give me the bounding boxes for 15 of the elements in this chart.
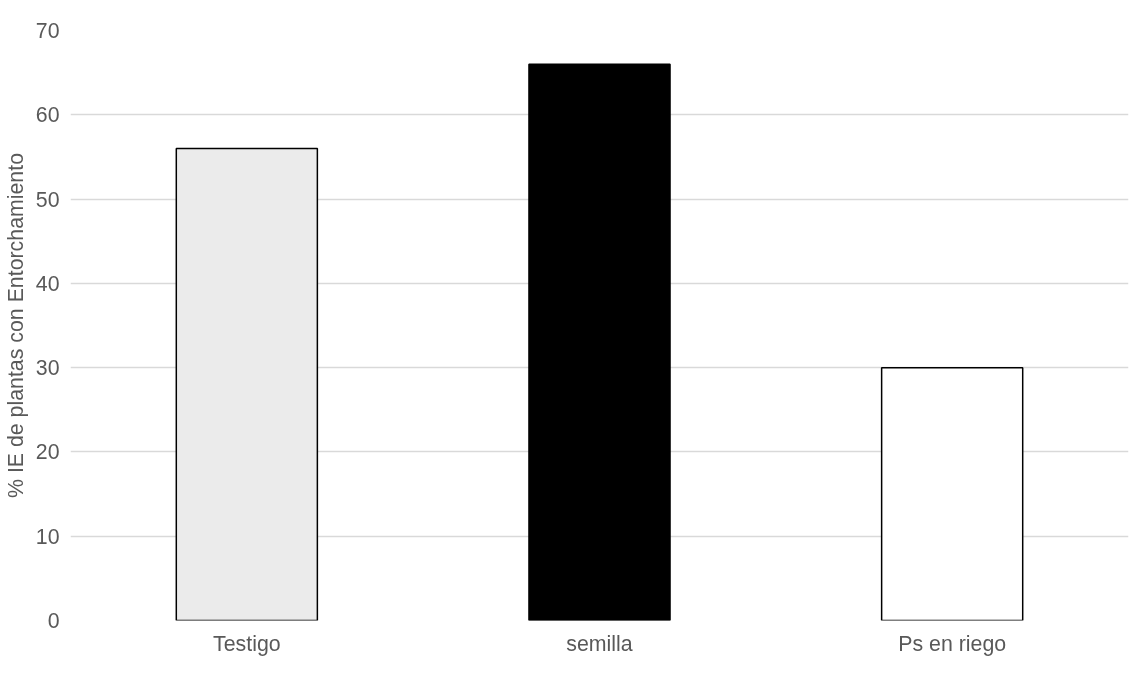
y-axis-title: % IE de plantas con Entorchamiento: [3, 152, 28, 498]
y-tick-label: 50: [35, 187, 60, 212]
x-tick-label: Ps en riego: [898, 631, 1007, 656]
x-tick-label: Testigo: [213, 631, 281, 656]
x-tick-label: semilla: [566, 631, 633, 656]
y-tick-label: 70: [35, 19, 60, 43]
y-tick-label: 10: [35, 524, 60, 549]
bar: [528, 63, 671, 621]
y-tick-label: 30: [35, 356, 60, 381]
y-tick-label: 0: [47, 609, 60, 633]
y-tick-label: 40: [35, 271, 60, 296]
bar: [880, 366, 1024, 621]
y-tick-label: 20: [35, 440, 60, 465]
bar: [175, 147, 319, 621]
y-tick-label: 60: [35, 103, 60, 128]
